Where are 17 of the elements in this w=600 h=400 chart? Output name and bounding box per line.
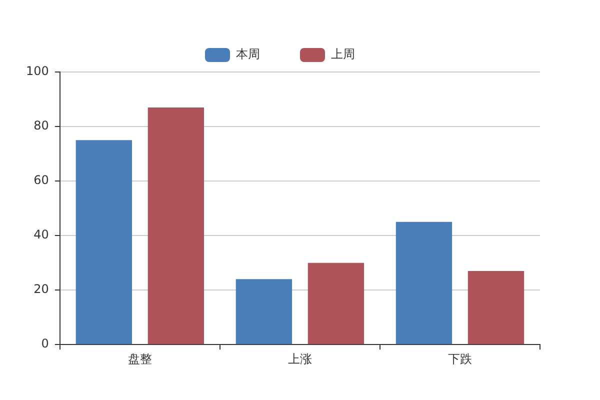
bar <box>76 140 132 344</box>
y-tick-label: 60 <box>34 173 49 188</box>
x-tick-label: 下跌 <box>448 352 472 366</box>
bar <box>396 222 452 344</box>
y-tick-label: 100 <box>26 64 49 78</box>
y-tick-label: 40 <box>34 228 49 242</box>
x-tick-label: 上涨 <box>288 352 312 366</box>
y-tick-label: 20 <box>34 282 49 296</box>
bar <box>468 271 524 344</box>
x-tick-label: 盘整 <box>128 352 152 366</box>
legend-label: 上周 <box>331 47 355 62</box>
y-tick-label: 80 <box>34 118 49 133</box>
bar <box>308 262 364 344</box>
bar <box>148 107 204 344</box>
legend-label: 本周 <box>236 47 260 62</box>
y-tick-label: 0 <box>41 336 49 351</box>
bar <box>236 279 292 344</box>
